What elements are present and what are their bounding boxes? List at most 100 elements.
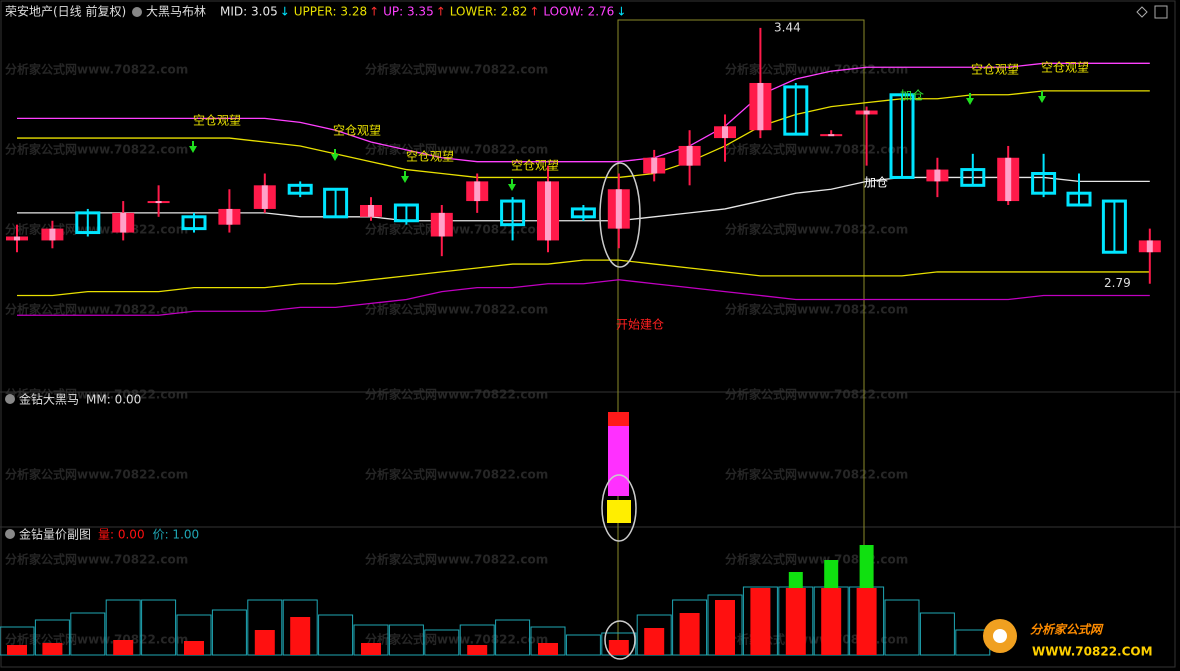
window-diamond bbox=[1136, 6, 1148, 18]
price-box bbox=[495, 619, 531, 656]
band-line bbox=[17, 62, 1150, 163]
indicator-icon bbox=[132, 7, 142, 17]
candle-core bbox=[686, 145, 693, 166]
watermark: 分析家公式网www.70822.com bbox=[725, 142, 908, 157]
volume-bar bbox=[856, 588, 877, 655]
watermark: 分析家公式网www.70822.com bbox=[365, 387, 548, 402]
panel-icon bbox=[5, 394, 15, 404]
price-box bbox=[424, 629, 460, 656]
annotation: 加仓 bbox=[864, 176, 888, 190]
watermark: 分析家公式网www.70822.com bbox=[725, 467, 908, 482]
watermark: 分析家公式网www.70822.com bbox=[365, 142, 548, 157]
low-label: 2.79 bbox=[1104, 276, 1131, 290]
candle-body bbox=[783, 85, 809, 136]
signal-arrow bbox=[966, 93, 974, 105]
signal-arrow bbox=[508, 179, 516, 191]
signal-arrow bbox=[331, 149, 339, 161]
legend-label: LOWER: 2.82 bbox=[450, 5, 528, 19]
price-box bbox=[565, 634, 601, 656]
watermark: 分析家公式网www.70822.com bbox=[5, 387, 188, 402]
watermark: 分析家公式网www.70822.com bbox=[365, 302, 548, 317]
candle-core bbox=[651, 157, 658, 174]
watermark: 分析家公式网www.70822.com bbox=[5, 62, 188, 77]
watermark: 分析家公式网www.70822.com bbox=[5, 552, 188, 567]
watermark: 分析家公式网www.70822.com bbox=[5, 467, 188, 482]
legend-label: LOOW: 2.76 bbox=[543, 5, 614, 19]
signal-arrow bbox=[1038, 91, 1046, 103]
watermark: 分析家公式网www.70822.com bbox=[725, 62, 908, 77]
price-box bbox=[211, 609, 247, 656]
signal-top bbox=[608, 412, 629, 426]
candle-core bbox=[863, 110, 870, 115]
volume-bar bbox=[644, 628, 665, 655]
volume-bar bbox=[361, 643, 381, 655]
candle-core bbox=[226, 208, 233, 225]
volume-bar bbox=[821, 588, 842, 655]
band-line bbox=[17, 279, 1150, 316]
volume-bar bbox=[7, 645, 27, 655]
candle-core bbox=[1146, 240, 1153, 253]
annotation: 开始建仓 bbox=[616, 318, 664, 332]
volume-bar bbox=[254, 630, 275, 655]
candle-body bbox=[960, 168, 986, 187]
candle-core bbox=[615, 189, 622, 229]
candle-body bbox=[287, 183, 313, 195]
volume-bar bbox=[715, 600, 735, 655]
panel-title: 金钻大黑马 bbox=[19, 392, 79, 407]
legend-arrow: ↑ bbox=[529, 5, 539, 19]
volume-bar bbox=[538, 643, 558, 655]
legend-entry: 价: 1.00 bbox=[153, 528, 200, 542]
candle-body bbox=[181, 215, 207, 231]
highlight-bar bbox=[788, 572, 803, 588]
legend-label: MID: 3.05 bbox=[220, 5, 278, 19]
price-box bbox=[318, 614, 354, 656]
candle-core bbox=[155, 201, 162, 204]
candle-body bbox=[1066, 191, 1092, 207]
watermark: 分析家公式网www.70822.com bbox=[725, 387, 908, 402]
annotation: 空仓观望 bbox=[1041, 61, 1089, 75]
candle-core bbox=[120, 212, 127, 233]
watermark: 分析家公式网www.70822.com bbox=[365, 632, 548, 647]
watermark: 分析家公式网www.70822.com bbox=[5, 302, 188, 317]
candle-core bbox=[368, 205, 374, 217]
band-line bbox=[17, 90, 1150, 179]
candle-core bbox=[545, 181, 551, 241]
legend-arrow: ↓ bbox=[280, 5, 290, 19]
candle-core bbox=[49, 228, 56, 241]
signal-ellipse bbox=[601, 474, 637, 542]
volume-ellipse bbox=[604, 620, 636, 660]
candle-core bbox=[934, 169, 941, 182]
annotation: 加仓 bbox=[900, 89, 924, 103]
candle-core bbox=[14, 236, 20, 241]
volume-bar bbox=[184, 641, 204, 655]
candle-body bbox=[1031, 172, 1057, 195]
legend-arrow: ↑ bbox=[369, 5, 379, 19]
highlight-ellipse bbox=[599, 162, 641, 268]
candle-core bbox=[1005, 157, 1012, 202]
signal-base bbox=[607, 500, 631, 523]
candle-core bbox=[474, 181, 481, 202]
price-box bbox=[388, 624, 424, 656]
volume-bar bbox=[608, 640, 629, 655]
watermark: 分析家公式网www.70822.com bbox=[365, 552, 548, 567]
panel-title: 金钻量价副图 bbox=[19, 527, 91, 542]
candle-body bbox=[323, 187, 349, 219]
annotation: 空仓观望 bbox=[406, 150, 454, 164]
candle-core bbox=[261, 185, 268, 209]
volume-bar bbox=[750, 588, 771, 655]
annotation: 空仓观望 bbox=[333, 124, 381, 138]
volume-bar bbox=[679, 613, 700, 655]
annotation: 空仓观望 bbox=[193, 114, 241, 128]
volume-bar bbox=[42, 643, 63, 655]
volume-bar bbox=[113, 640, 134, 655]
candle-body bbox=[500, 199, 526, 227]
window-button bbox=[1154, 5, 1168, 19]
signal-arrow bbox=[189, 141, 197, 153]
volume-bar bbox=[290, 617, 311, 655]
candle-core bbox=[722, 126, 728, 139]
watermark: 分析家公式网www.70822.com bbox=[5, 632, 188, 647]
